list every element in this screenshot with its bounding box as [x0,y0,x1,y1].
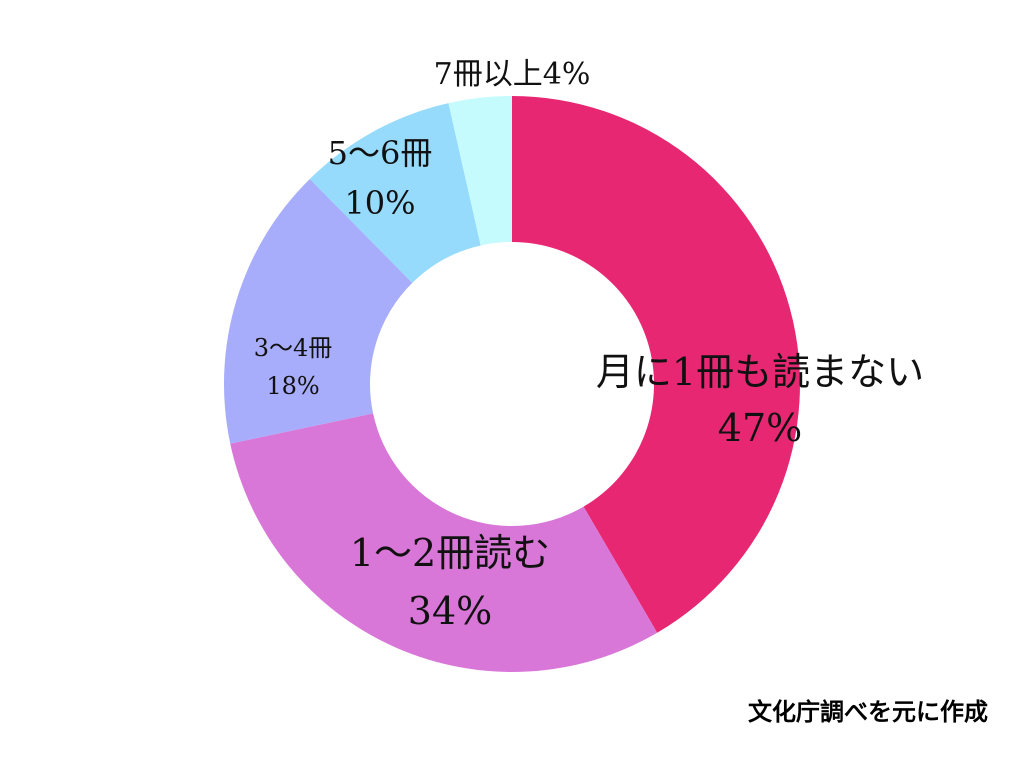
slice-category-3: 3〜4冊 [254,334,333,362]
slice-5 [448,96,512,246]
slice-label-5: 7冊以上4% [434,57,591,92]
slice-category-4: 5〜6冊 [328,134,433,172]
slice-value-2: 34% [408,589,492,633]
slice-value-3: 18% [266,372,319,400]
slice-category-2: 1〜2冊読む [350,531,550,575]
slice-category-5: 7冊以上 [434,57,543,92]
label-group: 月に1冊も読まない 47% 1〜2冊読む 34% 3〜4冊 18% 5〜6冊 10% 7冊以上4… [254,57,924,633]
slice-2 [230,413,658,672]
source-note: 文化庁調べを元に作成 [748,698,988,726]
slice-group [224,96,801,672]
slice-category-1: 月に1冊も読まない [596,350,924,394]
slice-value-4: 10% [344,184,415,222]
slice-3 [224,178,413,444]
slice-value-1: 47% [718,406,802,450]
slice-1 [512,96,801,633]
slice-4 [309,103,481,283]
slice-value-5: 4% [543,57,591,92]
